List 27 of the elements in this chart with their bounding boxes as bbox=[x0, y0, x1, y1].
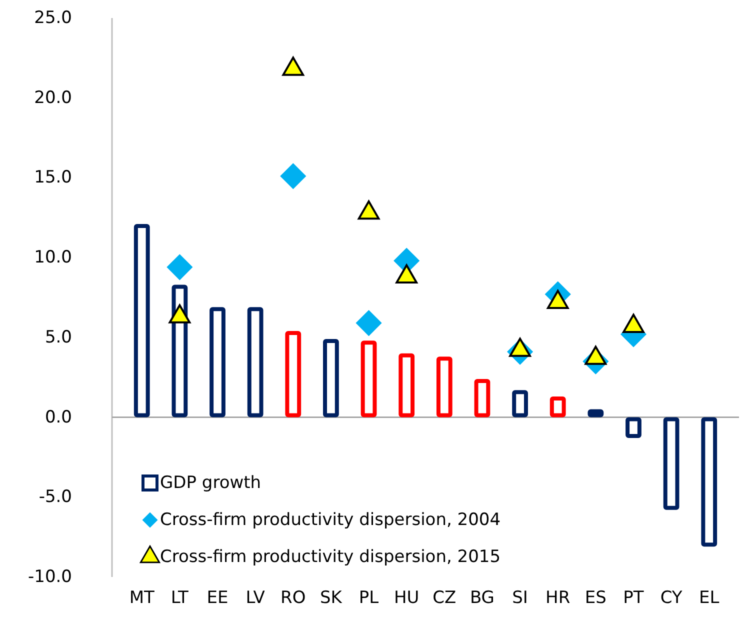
legend-label: GDP growth bbox=[160, 473, 262, 493]
x-tick-label: PT bbox=[623, 588, 644, 608]
y-tick-label: 15.0 bbox=[34, 168, 72, 188]
legend-label: Cross-firm productivity dispersion, 2004 bbox=[160, 510, 501, 530]
y-tick-label: 20.0 bbox=[34, 88, 72, 108]
x-tick-label: CY bbox=[660, 588, 683, 608]
y-tick-label: -5.0 bbox=[38, 487, 72, 508]
x-tick-label: CZ bbox=[432, 588, 456, 608]
x-tick-label: ES bbox=[584, 588, 606, 608]
x-tick-label: MT bbox=[129, 588, 156, 608]
y-tick-label: 25.0 bbox=[34, 8, 72, 28]
x-tick-label: SI bbox=[512, 588, 528, 608]
legend-label: Cross-firm productivity dispersion, 2015 bbox=[160, 547, 501, 567]
y-tick-label: 0.0 bbox=[44, 407, 72, 428]
x-tick-label: RO bbox=[280, 588, 306, 608]
y-tick-label: -10.0 bbox=[28, 567, 72, 587]
x-tick-label: PL bbox=[358, 588, 380, 608]
x-tick-label: LT bbox=[170, 588, 190, 608]
x-tick-label: HU bbox=[394, 588, 420, 608]
y-tick-label: 10.0 bbox=[34, 248, 72, 268]
x-tick-label: EL bbox=[699, 588, 720, 608]
x-tick-label: BG bbox=[470, 588, 494, 608]
y-tick-label: 5.0 bbox=[44, 327, 72, 348]
x-tick-label: HR bbox=[546, 588, 570, 608]
x-tick-label: EE bbox=[206, 588, 228, 608]
x-tick-label: SK bbox=[320, 588, 343, 608]
x-tick-label: LV bbox=[246, 588, 266, 608]
